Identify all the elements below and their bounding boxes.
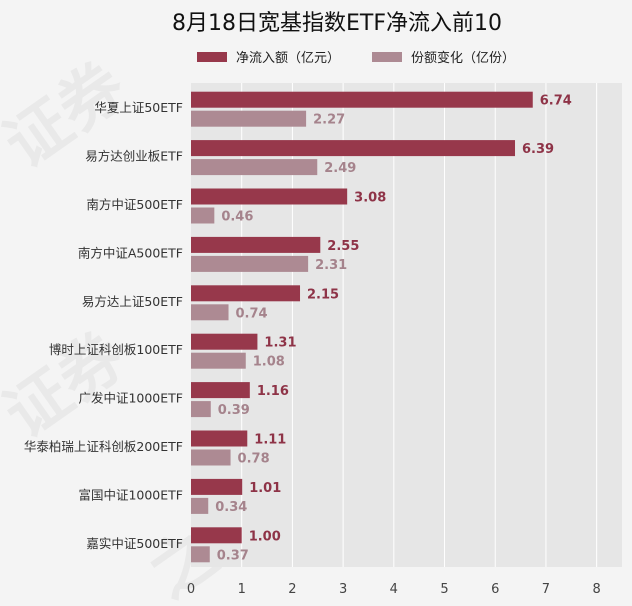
bar-net-inflow — [191, 527, 242, 544]
bar-share-change — [191, 546, 210, 563]
bar-share-change — [191, 255, 309, 272]
data-label-net-inflow: 3.08 — [354, 191, 386, 206]
data-label-net-inflow: 1.16 — [257, 384, 289, 399]
legend-swatch-share-change — [372, 52, 402, 62]
x-tick-label: 1 — [238, 582, 246, 597]
bar-share-change — [191, 497, 209, 514]
bar-share-change — [191, 304, 229, 321]
data-label-share-change: 0.39 — [218, 403, 250, 418]
data-label-share-change: 0.34 — [215, 500, 247, 515]
chart-title: 8月18日宽基指数ETF净流入前10 — [172, 11, 502, 36]
data-label-share-change: 1.08 — [253, 355, 285, 370]
category-label: 富国中证1000ETF — [78, 487, 183, 502]
category-label: 华夏上证50ETF — [94, 100, 183, 115]
category-label: 易方达上证50ETF — [82, 294, 183, 309]
data-label-net-inflow: 2.15 — [307, 287, 339, 302]
bar-share-change — [191, 449, 231, 466]
bar-share-change — [191, 110, 307, 127]
category-label: 南方中证500ETF — [86, 197, 183, 212]
bar-net-inflow — [191, 478, 243, 495]
data-label-net-inflow: 1.31 — [264, 336, 296, 351]
data-label-share-change: 0.78 — [238, 452, 270, 467]
bar-net-inflow — [191, 430, 248, 447]
data-label-net-inflow: 6.39 — [522, 142, 554, 157]
category-label: 易方达创业板ETF — [85, 149, 183, 164]
bar-net-inflow — [191, 91, 533, 108]
bars: 6.74 2.27 6.39 2.49 3.08 0.46 2.55 2.31 2.15 0.74… — [191, 91, 572, 563]
x-tick-label: 6 — [491, 582, 499, 597]
legend-label-net-inflow: 净流入额（亿元） — [236, 51, 340, 66]
data-label-share-change: 2.49 — [324, 161, 356, 176]
bar-share-change — [191, 352, 246, 369]
bar-net-inflow — [191, 382, 250, 399]
x-tick-label: 5 — [440, 582, 448, 597]
data-label-share-change: 2.27 — [313, 113, 345, 128]
data-label-net-inflow: 1.11 — [254, 433, 286, 448]
x-tick-label: 7 — [542, 582, 550, 597]
legend-label-share-change: 份额变化（亿份） — [411, 50, 515, 66]
x-tick-label: 0 — [187, 582, 195, 597]
data-label-share-change: 0.46 — [221, 210, 253, 225]
watermark-text: 证券 — [0, 318, 140, 453]
data-label-share-change: 2.31 — [315, 258, 347, 273]
x-tick-label: 8 — [593, 582, 601, 597]
bar-net-inflow — [191, 285, 301, 302]
bar-share-change — [191, 207, 215, 224]
data-label-net-inflow: 1.01 — [249, 481, 281, 496]
category-label: 南方中证A500ETF — [78, 245, 183, 260]
x-tick-label: 3 — [339, 582, 347, 597]
bar-net-inflow — [191, 140, 516, 157]
x-axis-ticks: 0 1 2 3 4 5 6 7 8 — [187, 582, 601, 597]
x-tick-label: 4 — [390, 582, 398, 597]
category-label: 广发中证1000ETF — [78, 391, 183, 406]
category-labels: 华夏上证50ETF 易方达创业板ETF 南方中证500ETF 南方中证A500ETF 易… — [24, 100, 183, 551]
data-label-net-inflow: 6.74 — [540, 94, 572, 109]
data-label-share-change: 0.37 — [217, 548, 249, 563]
bar-net-inflow — [191, 236, 321, 253]
legend: 净流入额（亿元） 份额变化（亿份） — [197, 50, 515, 66]
bar-share-change — [191, 401, 211, 418]
category-label: 博时上证科创板100ETF — [49, 342, 183, 357]
bar-share-change — [191, 159, 318, 176]
category-label: 华泰柏瑞上证科创板200ETF — [24, 439, 183, 454]
x-tick-label: 2 — [288, 582, 296, 597]
category-label: 嘉实中证500ETF — [86, 536, 183, 551]
data-label-net-inflow: 2.55 — [327, 239, 359, 254]
data-label-share-change: 0.74 — [236, 306, 268, 321]
data-label-net-inflow: 1.00 — [249, 529, 281, 544]
legend-swatch-net-inflow — [197, 52, 227, 62]
bar-net-inflow — [191, 333, 258, 350]
bar-net-inflow — [191, 188, 348, 205]
